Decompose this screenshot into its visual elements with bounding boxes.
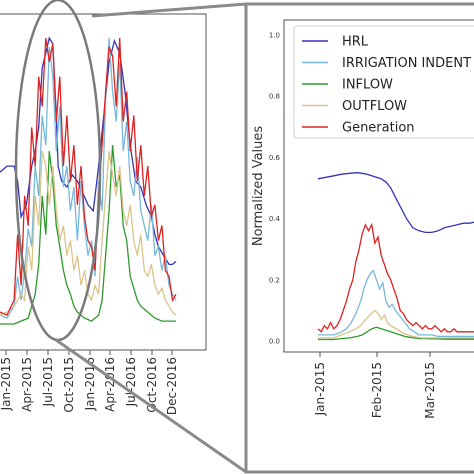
overview-x-tick-label: Jul-2016 [124, 357, 138, 407]
zoom-series-irrigation-indent [318, 269, 474, 338]
zoom-panel: 0.0 0.2 0.4 0.6 0.8 1.0 Jan-2015 Feb-2015 Mar-2… [244, 2, 474, 474]
legend: HRL IRRIGATION INDENT INFLOW OUTFLOW Generat… [293, 25, 474, 139]
zoom-series-generation [317, 222, 474, 333]
overview-x-tick-label: Oct-2015 [62, 357, 76, 413]
legend-items: HRL IRRIGATION INDENT INFLOW OUTFLOW Generat… [302, 35, 471, 136]
overview-x-tick-label: Jan-2016 [83, 357, 97, 411]
overview-x-tick-label: Apr-2015 [20, 357, 34, 412]
overview-series-outflow [0, 151, 177, 316]
legend-label-hrl: HRL [342, 35, 369, 50]
overview-x-tick-label: Oct-2016 [145, 357, 159, 413]
zoom-connector-top [91, 2, 247, 18]
zoom-x-tick-label: Feb-2015 [370, 362, 384, 418]
zoom-series-group [317, 172, 474, 341]
legend-label-outflow: OUTFLOW [342, 99, 407, 114]
overview-series-inflow [0, 145, 176, 325]
overview-x-tick-label: Jan-2015 [0, 357, 13, 411]
legend-label-generation: Generation [342, 121, 415, 136]
zoom-y-tick-label: 0.2 [269, 276, 280, 284]
overview-series-group [0, 36, 177, 325]
zoom-series-inflow [318, 326, 474, 341]
zoom-y-axis-label: Normalized Values [251, 126, 266, 247]
zoom-y-tick-label: 0.4 [269, 215, 281, 223]
zoom-x-tick-label: Mar-2015 [423, 362, 437, 419]
zoom-series-outflow [318, 309, 474, 339]
overview-panel: Jan-2015 Apr-2015 Jul-2015 Oct-2015 Jan-2016… [0, 0, 207, 415]
legend-box [293, 25, 474, 139]
zoom-x-tick-label: Jan-2015 [313, 362, 327, 416]
zoom-x-ticks: Jan-2015 Feb-2015 Mar-2015 [313, 352, 437, 419]
zoom-y-tick-label: 1.0 [269, 32, 280, 40]
zoom-series-hrl [317, 172, 474, 234]
overview-x-tick-label: Jul-2015 [41, 357, 55, 407]
legend-label-inflow: INFLOW [342, 78, 393, 93]
legend-label-irrigation-indent: IRRIGATION INDENT [342, 56, 471, 71]
zoom-connector-bottom [55, 338, 247, 474]
zoom-y-tick-label: 0.6 [269, 154, 281, 162]
zoom-y-tick-label: 0.0 [269, 338, 280, 346]
overview-x-tick-label: Apr-2016 [103, 357, 117, 412]
zoom-y-ticks: 0.0 0.2 0.4 0.6 0.8 1.0 [269, 32, 281, 346]
zoom-y-tick-label: 0.8 [269, 93, 280, 101]
overview-x-tick-label: Dec-2016 [165, 357, 179, 415]
overview-x-ticks: Jan-2015 Apr-2015 Jul-2015 Oct-2015 Jan-2016… [0, 350, 179, 415]
overview-series-generation [0, 37, 177, 316]
